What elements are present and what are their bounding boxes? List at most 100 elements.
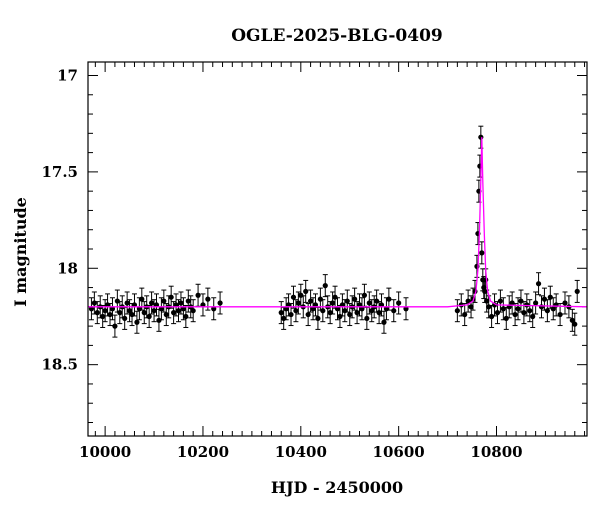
data-point [478,125,484,149]
point-marker [139,296,145,302]
point-marker [535,281,542,287]
data-point [117,301,123,325]
point-marker [171,310,177,316]
point-marker [100,313,106,320]
data-point [512,303,518,327]
x-tick-label: 10600 [373,443,425,461]
data-point [557,303,563,327]
point-marker [354,310,360,316]
point-marker [572,321,578,327]
data-point [320,299,326,323]
data-point [403,297,409,321]
point-marker [376,310,382,316]
point-marker [483,277,489,283]
point-marker [557,311,563,318]
point-marker [124,300,130,306]
x-axis-label: HJD - 2450000 [271,478,403,497]
point-marker [141,310,147,316]
data-point [190,299,196,323]
data-point [112,314,118,338]
data-point [303,279,309,303]
point-marker [550,306,556,312]
point-marker [109,306,116,312]
point-marker [175,308,182,314]
point-marker [361,292,368,298]
point-marker [403,306,409,312]
data-point [307,289,314,313]
data-point [503,306,509,330]
data-point [344,289,350,313]
point-marker [347,311,353,318]
point-marker [88,306,95,312]
data-point [151,299,157,323]
point-marker [359,306,365,312]
data-point [200,293,206,317]
data-point [94,301,100,325]
data-point [497,289,504,313]
point-marker [515,306,521,312]
point-marker [161,298,167,304]
data-point [515,297,521,321]
data-point [506,295,512,319]
point-marker [211,306,217,312]
point-marker [163,311,169,318]
x-tick-label: 10400 [275,443,327,461]
point-marker [369,308,375,314]
point-marker [288,311,294,318]
data-point [195,283,201,307]
data-point [547,285,553,309]
point-marker [298,292,304,298]
point-marker [538,304,545,310]
data-point [100,304,106,328]
point-marker [337,313,343,320]
point-marker [509,300,515,306]
point-marker [183,313,189,320]
point-marker [94,310,100,316]
data-point [312,293,319,317]
axis-ticks [88,62,587,436]
data-point [533,291,539,315]
data-point [509,291,515,315]
point-marker [122,315,128,322]
data-point [211,297,217,321]
point-marker [497,298,504,304]
point-marker [117,310,123,316]
data-points [88,125,580,338]
point-marker [344,298,350,304]
data-point [175,299,182,323]
point-marker [322,283,328,289]
point-marker [479,250,485,256]
point-marker [569,317,575,323]
point-marker [396,300,402,306]
point-marker [465,298,471,304]
point-marker [478,134,484,140]
data-point [315,306,321,330]
data-point [361,283,368,307]
data-point [465,289,471,313]
data-point [359,297,365,321]
data-point [574,279,580,303]
point-marker [278,310,284,316]
point-marker [527,308,533,314]
point-marker [126,308,133,314]
point-marker [381,319,387,325]
data-point [122,306,128,330]
point-marker [290,294,297,300]
data-point [217,291,223,315]
data-point [535,272,542,296]
point-marker [332,294,338,300]
point-marker [283,306,289,312]
point-marker [317,296,323,302]
data-point [183,304,189,328]
point-marker [462,311,468,318]
point-marker [217,300,223,306]
data-point [156,308,162,332]
point-marker [468,304,474,310]
data-point [491,293,498,317]
data-point [364,306,370,330]
point-marker [391,308,397,314]
point-marker [494,310,501,316]
point-marker [112,323,118,329]
data-point [462,303,468,327]
point-marker [156,317,162,323]
